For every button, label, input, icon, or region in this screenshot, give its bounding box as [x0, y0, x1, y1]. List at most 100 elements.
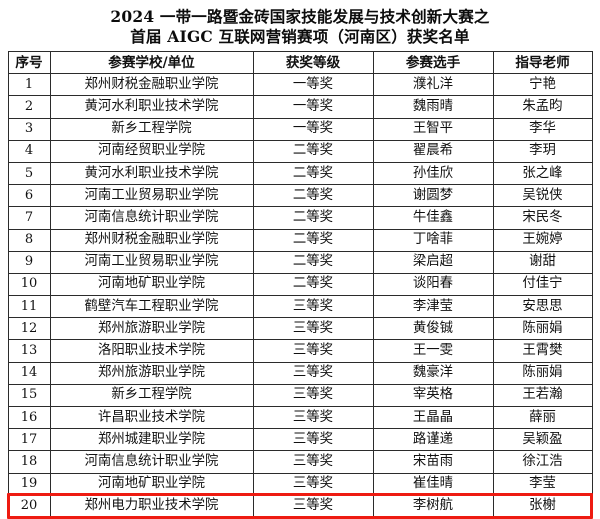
cell-player: 谈阳春	[372, 272, 494, 297]
cell-player: 梁启超	[372, 250, 494, 274]
cell-level: 三等奖	[252, 295, 374, 319]
cell-level: 一等奖	[252, 95, 374, 119]
column-header-level: 获奖等级	[252, 50, 374, 75]
table-row: 4 河南经贸职业学院 二等奖 翟晨希 李玥	[7, 139, 593, 163]
cell-school: 黄河水利职业技术学院	[49, 95, 254, 119]
cell-index: 9	[7, 250, 51, 274]
cell-teacher: 宁艳	[492, 73, 593, 97]
table-row: 2 黄河水利职业技术学院 一等奖 魏雨晴 朱孟昀	[7, 95, 593, 119]
cell-index: 16	[7, 405, 51, 430]
column-header-player: 参赛选手	[372, 50, 494, 75]
cell-index: 7	[7, 206, 51, 230]
cell-teacher: 吴锐侠	[492, 184, 593, 208]
cell-level: 二等奖	[252, 139, 374, 163]
table-row: 9 河南工业贸易职业学院 二等奖 梁启超 谢甜	[7, 250, 593, 274]
cell-school: 新乡工程学院	[49, 383, 254, 408]
table-row: 3 新乡工程学院 一等奖 王智平 李华	[7, 117, 593, 141]
cell-level: 二等奖	[252, 161, 374, 186]
cell-index: 18	[7, 450, 51, 474]
cell-teacher: 徐江浩	[492, 450, 593, 474]
cell-level: 三等奖	[252, 494, 374, 518]
cell-teacher: 吴颖盈	[492, 428, 593, 452]
cell-school: 河南信息统计职业学院	[49, 450, 254, 474]
cell-level: 二等奖	[252, 272, 374, 297]
cell-index: 12	[7, 317, 51, 341]
cell-index: 6	[7, 184, 51, 208]
cell-index: 8	[7, 228, 51, 252]
cell-school: 新乡工程学院	[49, 117, 254, 141]
cell-level: 三等奖	[252, 339, 374, 363]
cell-player: 宰英格	[372, 383, 494, 408]
cell-player: 宋苗雨	[372, 450, 494, 474]
table-row: 15 新乡工程学院 三等奖 宰英格 王若瀚	[7, 383, 593, 408]
cell-teacher: 薛丽	[492, 405, 593, 430]
cell-index: 3	[7, 117, 51, 141]
cell-index: 1	[7, 73, 51, 97]
table-row: 10 河南地矿职业学院 二等奖 谈阳春 付佳宁	[7, 272, 593, 297]
awards-table: 序号 参赛学校/单位 获奖等级 参赛选手 指导老师 1 郑州财税金融职业学院 一等奖…	[7, 50, 593, 518]
table-header-row: 序号 参赛学校/单位 获奖等级 参赛选手 指导老师	[7, 50, 593, 75]
cell-level: 二等奖	[252, 184, 374, 208]
cell-level: 三等奖	[252, 428, 374, 452]
cell-player: 王一雯	[372, 339, 494, 363]
cell-index: 4	[7, 139, 51, 163]
cell-player: 谢圆梦	[372, 184, 494, 208]
cell-school: 鹤壁汽车工程职业学院	[49, 295, 254, 319]
cell-player: 路谨递	[372, 428, 494, 452]
cell-teacher: 安思思	[492, 295, 593, 319]
cell-school: 河南信息统计职业学院	[49, 206, 254, 230]
cell-player: 牛佳鑫	[372, 206, 494, 230]
table-row: 14 郑州旅游职业学院 三等奖 魏豪洋 陈丽娟	[7, 361, 593, 385]
title-line-2: 首届 AIGC 互联网营销赛项（河南区）获奖名单	[130, 27, 470, 46]
title-line-1: 2024 一带一路暨金砖国家技能发展与技术创新大赛之	[110, 7, 490, 26]
cell-level: 三等奖	[252, 450, 374, 474]
cell-level: 三等奖	[252, 317, 374, 341]
cell-school: 河南经贸职业学院	[49, 139, 254, 163]
cell-player: 王智平	[372, 117, 494, 141]
cell-teacher: 谢甜	[492, 250, 593, 274]
cell-player: 崔佳晴	[372, 472, 494, 496]
cell-teacher: 王婉婷	[492, 228, 593, 252]
cell-index: 13	[7, 339, 51, 363]
cell-level: 一等奖	[252, 117, 374, 141]
table-row: 16 许昌职业技术学院 三等奖 王晶晶 薛丽	[7, 405, 593, 430]
cell-school: 郑州旅游职业学院	[49, 317, 254, 341]
table-row: 20 郑州电力职业技术学院 三等奖 李树航 张榭	[7, 494, 593, 518]
column-header-index: 序号	[7, 50, 51, 75]
cell-level: 二等奖	[252, 250, 374, 274]
table-row: 1 郑州财税金融职业学院 一等奖 濮礼洋 宁艳	[7, 73, 593, 97]
table-row: 13 洛阳职业技术学院 三等奖 王一雯 王霄樊	[7, 339, 593, 363]
cell-index: 20	[7, 494, 51, 518]
cell-level: 三等奖	[252, 472, 374, 496]
cell-teacher: 王霄樊	[492, 339, 593, 363]
cell-school: 郑州旅游职业学院	[49, 361, 254, 385]
cell-teacher: 李玥	[492, 139, 593, 163]
cell-index: 5	[7, 161, 51, 186]
table-row: 6 河南工业贸易职业学院 二等奖 谢圆梦 吴锐侠	[7, 184, 593, 208]
cell-player: 魏豪洋	[372, 361, 494, 385]
table-row: 17 郑州城建职业学院 三等奖 路谨递 吴颖盈	[7, 428, 593, 452]
cell-school: 河南地矿职业学院	[49, 272, 254, 297]
cell-player: 李树航	[372, 494, 494, 518]
cell-level: 一等奖	[252, 73, 374, 97]
cell-player: 翟晨希	[372, 139, 494, 163]
table-row: 5 黄河水利职业技术学院 二等奖 孙佳欣 张之峰	[7, 161, 593, 186]
cell-school: 许昌职业技术学院	[49, 405, 254, 430]
cell-school: 郑州电力职业技术学院	[49, 494, 254, 518]
cell-player: 黄俊铖	[372, 317, 494, 341]
cell-teacher: 宋民冬	[492, 206, 593, 230]
document-title: 2024 一带一路暨金砖国家技能发展与技术创新大赛之 首届 AIGC 互联网营销…	[0, 0, 600, 47]
cell-player: 魏雨晴	[372, 95, 494, 119]
cell-index: 15	[7, 383, 51, 408]
cell-teacher: 张榭	[492, 494, 593, 518]
table-row: 19 河南地矿职业学院 三等奖 崔佳晴 李莹	[7, 472, 593, 496]
cell-teacher: 王若瀚	[492, 383, 593, 408]
cell-level: 三等奖	[252, 405, 374, 430]
cell-player: 王晶晶	[372, 405, 494, 430]
cell-school: 郑州财税金融职业学院	[49, 73, 254, 97]
table-row: 8 郑州财税金融职业学院 二等奖 丁啥菲 王婉婷	[7, 228, 593, 252]
column-header-school: 参赛学校/单位	[49, 50, 254, 75]
cell-player: 孙佳欣	[372, 161, 494, 186]
cell-teacher: 李莹	[492, 472, 593, 496]
